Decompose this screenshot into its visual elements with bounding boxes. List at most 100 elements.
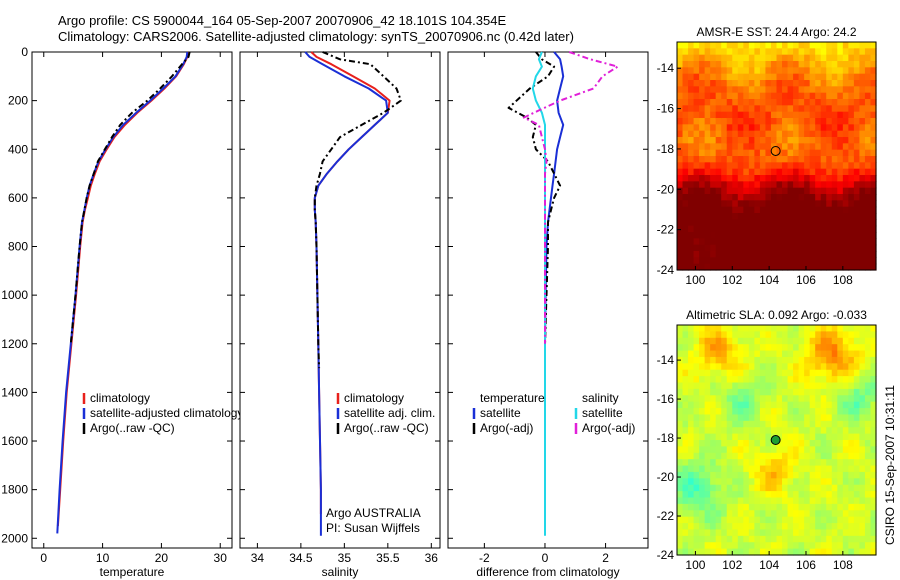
sla_map-cell — [677, 350, 684, 358]
sst_map-cell — [743, 219, 750, 227]
sla_map-cell — [870, 440, 877, 447]
sst_map-cell — [726, 213, 733, 220]
sla_map-cell — [809, 440, 816, 447]
sla_map-cell — [754, 350, 761, 358]
sst_map-cell — [842, 206, 849, 214]
sst_map-cell — [693, 130, 700, 138]
sst_map-cell — [748, 244, 755, 252]
sst_map-cell — [809, 48, 816, 56]
sla_map-cell — [831, 465, 838, 473]
sst_map-cell — [682, 225, 689, 233]
sst_map-cell — [715, 86, 722, 94]
sla_map-cell — [820, 356, 827, 364]
sst_map-cell — [864, 206, 872, 214]
sst_map-cell — [710, 232, 717, 239]
sla_map-cell — [693, 484, 700, 492]
sla_map-cell — [864, 516, 872, 524]
sst_map-cell — [787, 225, 794, 233]
sst_map-cell — [721, 67, 728, 75]
sla_map-cell — [793, 542, 800, 550]
sst_map-cell — [837, 67, 844, 75]
sst_map-cell — [848, 162, 855, 170]
sla_map-cell — [732, 382, 739, 390]
sst_map-cell — [732, 92, 739, 100]
sla_map-cell — [688, 497, 695, 505]
sst_map-cell — [759, 48, 767, 56]
sla_map-cell — [726, 356, 733, 364]
temperature-xtick-label: 10 — [96, 551, 110, 565]
sla_map-cell — [715, 376, 722, 384]
sst_map-cell — [820, 149, 827, 157]
sla_map-cell — [837, 548, 844, 556]
sla_map-cell — [770, 503, 778, 511]
sst_map-cell — [853, 187, 861, 195]
sst_map-ytick-label: -20 — [657, 182, 675, 196]
sla_map-cell — [721, 465, 728, 473]
sst_map-cell — [699, 251, 706, 258]
sst_map-cell — [848, 225, 855, 233]
sst_map-cell — [793, 137, 800, 144]
sst_map-cell — [837, 175, 844, 182]
sst_map-cell — [677, 200, 684, 208]
sst_map-cell — [776, 225, 783, 233]
sla_map-cell — [759, 542, 767, 550]
sla_map-cell — [820, 408, 827, 416]
sla_map-cell — [864, 452, 872, 460]
sla_map-cell — [820, 478, 827, 486]
sla_map-cell — [853, 542, 861, 550]
sst_map-cell — [837, 263, 844, 271]
sla_map-cell — [859, 433, 866, 441]
sst_map-cell — [782, 73, 789, 81]
sla_map-cell — [737, 369, 744, 377]
sst_map-cell — [853, 54, 861, 62]
temperature-ytick-label: 1600 — [1, 434, 28, 448]
sst_map-cell — [770, 137, 778, 144]
sla_map-cell — [842, 350, 849, 358]
sst_map-cell — [682, 238, 689, 246]
sst_map-cell — [782, 92, 789, 100]
sst_map-cell — [864, 225, 872, 233]
sst_map-cell — [842, 244, 849, 252]
sla_map-cell — [748, 510, 755, 518]
sla_map-cell — [815, 433, 822, 441]
sla_map-cell — [759, 529, 767, 537]
sla_map-cell — [704, 440, 711, 447]
sst_map-cell — [754, 175, 761, 182]
sla_map-cell — [793, 491, 800, 499]
sst_map-cell — [688, 244, 695, 252]
sla_map-cell — [815, 452, 822, 460]
sst_map-cell — [726, 187, 733, 195]
sla_map-cell — [848, 440, 855, 447]
sst_map-cell — [831, 42, 838, 49]
sst_map-cell — [826, 99, 833, 106]
sst_map-cell — [809, 105, 816, 113]
sla_map-cell — [726, 401, 733, 409]
sst_map-cell — [831, 48, 838, 56]
sla_map-cell — [870, 395, 877, 403]
sst_map-cell — [710, 48, 717, 56]
sla_map-cell — [710, 325, 717, 332]
sst_map-cell — [688, 162, 695, 170]
sla_map-cell — [831, 529, 838, 537]
sst_map-cell — [782, 156, 789, 163]
panel-salinity: 34 34.5 35 35.5 36salinityclimatologysatelli… — [239, 51, 441, 579]
sla_map-cell — [798, 395, 805, 403]
sst_map-cell — [721, 111, 728, 119]
sst_map-cell — [759, 73, 767, 81]
sla_map-cell — [859, 510, 866, 518]
sst_map-cell — [820, 181, 827, 189]
sla_map-cell — [770, 420, 778, 428]
sst_map-cell — [826, 137, 833, 144]
sla_map-cell — [864, 420, 872, 428]
sla_map-cell — [726, 427, 733, 435]
sla_map-cell — [809, 433, 816, 441]
sla_map-cell — [831, 401, 838, 409]
sla_map-cell — [826, 420, 833, 428]
sst_map-cell — [793, 219, 800, 227]
sla_map-cell — [776, 484, 783, 492]
sla_map-cell — [715, 337, 722, 345]
sst_map-cell — [737, 263, 744, 271]
sla_map-cell — [754, 529, 761, 537]
sst_map-cell — [770, 187, 778, 195]
sla_map-cell — [870, 452, 877, 460]
